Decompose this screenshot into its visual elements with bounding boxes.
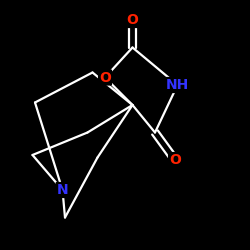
Text: O: O <box>126 13 138 27</box>
Text: NH: NH <box>166 78 189 92</box>
Text: O: O <box>169 153 181 167</box>
Text: O: O <box>99 70 111 85</box>
Text: N: N <box>57 183 68 197</box>
